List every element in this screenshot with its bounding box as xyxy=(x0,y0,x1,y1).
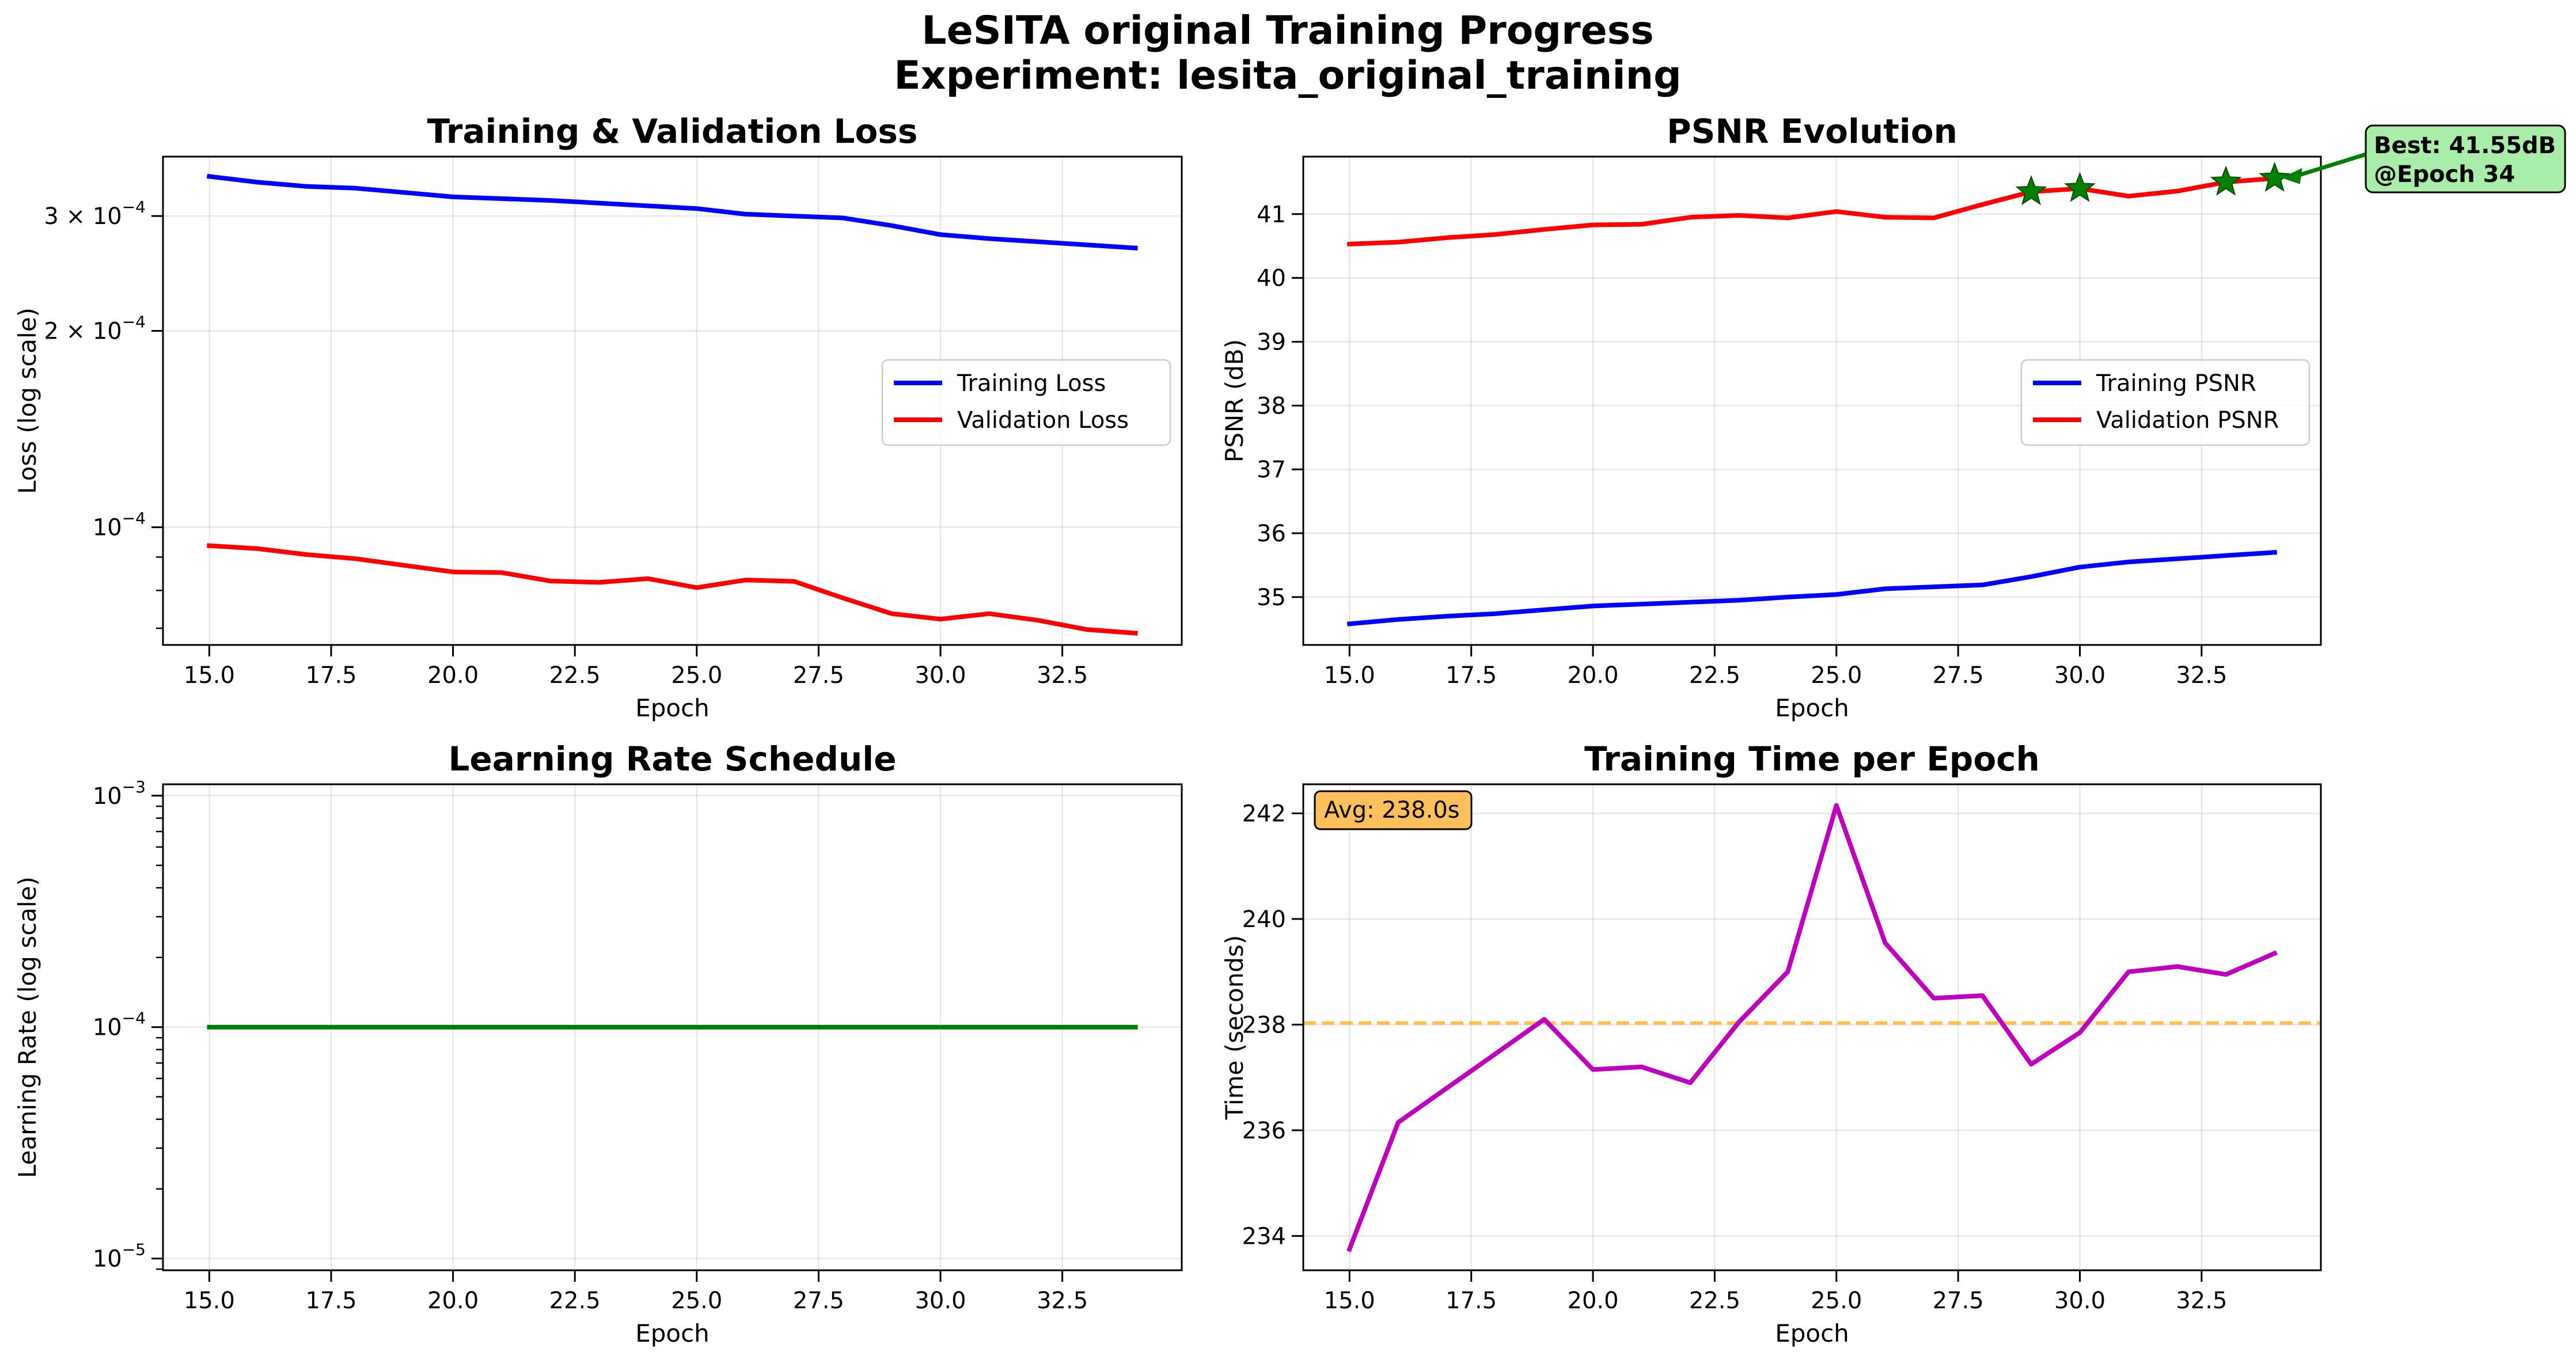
y-tick-label: 240 xyxy=(1242,906,1286,933)
x-axis-label: Epoch xyxy=(635,694,710,722)
annotation-arrow-shaft xyxy=(2293,152,2367,179)
legend-label: Validation PSNR xyxy=(2096,407,2279,434)
x-tick-label: 25.0 xyxy=(1811,662,1862,689)
y-tick-label: 236 xyxy=(1242,1118,1286,1144)
x-tick-label: 27.5 xyxy=(1933,662,1984,689)
y-tick-label: 10−5 xyxy=(93,1240,146,1273)
x-tick-label: 15.0 xyxy=(1324,1288,1375,1314)
best-marker xyxy=(2259,161,2291,192)
y-axis-label: Time (seconds) xyxy=(1220,935,1249,1121)
y-tick-label: 2 × 10−4 xyxy=(44,313,146,345)
x-tick-label: 32.5 xyxy=(1037,1288,1088,1314)
y-tick-label: 38 xyxy=(1257,393,1286,419)
y-axis-label: PSNR (dB) xyxy=(1220,339,1249,462)
x-tick-label: 20.0 xyxy=(427,1288,479,1314)
training-time-panel: 15.0 17.5 20.0 22.5 25.0 27.5 30.0 32.5 234 236 23… xyxy=(1220,739,2322,1347)
psnr-panel: 15.0 17.5 20.0 22.5 25.0 27.5 30.0 32.5 35 36 37 38… xyxy=(1220,112,2566,722)
annotation-box xyxy=(2365,124,2566,193)
x-tick-label: 27.5 xyxy=(793,662,844,689)
average-label-box xyxy=(1314,790,1473,830)
x-tick-label: 17.5 xyxy=(1446,662,1497,689)
x-tick-label: 30.0 xyxy=(915,662,966,689)
annotation-line2: @Epoch 34 xyxy=(2374,161,2515,188)
figure-title-line2: Experiment: lesita_original_training xyxy=(894,53,1682,98)
x-tick-label: 17.5 xyxy=(305,662,356,689)
x-tick-label: 30.0 xyxy=(2054,1288,2105,1314)
legend-label: Validation Loss xyxy=(957,407,1129,434)
x-tick-label: 32.5 xyxy=(2176,662,2227,689)
x-tick-label: 32.5 xyxy=(2176,1288,2227,1314)
average-label: Avg: 238.0s xyxy=(1324,797,1460,823)
x-tick-label: 20.0 xyxy=(427,662,479,689)
y-tick-label: 234 xyxy=(1242,1223,1286,1250)
series-line-0 xyxy=(206,173,1138,250)
x-tick-label: 15.0 xyxy=(1324,662,1375,689)
x-tick-label: 20.0 xyxy=(1568,662,1619,689)
best-marker xyxy=(2210,165,2242,196)
y-tick-label: 242 xyxy=(1242,800,1286,827)
legend: Training PSNR Validation PSNR xyxy=(2020,359,2311,446)
x-tick-label: 22.5 xyxy=(549,1288,601,1314)
annotation-line1: Best: 41.55dB xyxy=(2374,132,2556,159)
axes-frame xyxy=(1302,783,2322,1271)
y-tick-label: 3 × 10−4 xyxy=(44,198,146,230)
y-tick-label: 36 xyxy=(1257,521,1286,547)
panel-title: Training & Validation Loss xyxy=(427,112,918,151)
x-tick-label: 15.0 xyxy=(184,1288,235,1314)
annotation-arrow-head xyxy=(2281,168,2302,184)
legend-box xyxy=(2020,359,2311,446)
x-tick-label: 22.5 xyxy=(1689,1288,1740,1314)
x-tick-label: 25.0 xyxy=(1811,1288,1862,1314)
loss-panel: 15.0 17.5 20.0 22.5 25.0 27.5 30.0 32.5 10−4 2 × … xyxy=(13,112,1183,722)
y-tick-label: 39 xyxy=(1257,329,1286,355)
legend-label: Training Loss xyxy=(957,370,1106,397)
x-tick-label: 27.5 xyxy=(793,1288,844,1314)
panel-title: PSNR Evolution xyxy=(1667,112,1957,151)
y-axis-label: Loss (log scale) xyxy=(13,307,41,494)
x-tick-label: 30.0 xyxy=(915,1288,966,1314)
x-tick-label: 20.0 xyxy=(1568,1288,1619,1314)
best-marker xyxy=(2015,175,2047,206)
series-line-1 xyxy=(1347,176,2277,247)
axes-frame xyxy=(162,155,1183,646)
x-tick-label: 17.5 xyxy=(305,1288,356,1314)
x-tick-label: 22.5 xyxy=(1689,662,1740,689)
x-tick-label: 15.0 xyxy=(184,662,235,689)
x-tick-label: 32.5 xyxy=(1037,662,1088,689)
y-tick-label: 10−4 xyxy=(93,1009,146,1041)
y-tick-label: 40 xyxy=(1257,265,1286,292)
legend-label: Training PSNR xyxy=(2096,370,2256,397)
x-tick-label: 25.0 xyxy=(671,662,722,689)
y-tick-label: 10−4 xyxy=(93,509,146,541)
learning-rate-panel: 15.0 17.5 20.0 22.5 25.0 27.5 30.0 32.5 10−5 10−4… xyxy=(13,739,1183,1347)
axes-frame xyxy=(1302,155,2322,646)
x-axis-label: Epoch xyxy=(1775,1319,1849,1347)
panel-title: Training Time per Epoch xyxy=(1584,739,2040,779)
x-tick-label: 30.0 xyxy=(2054,662,2105,689)
x-tick-label: 27.5 xyxy=(1933,1288,1984,1314)
x-tick-label: 25.0 xyxy=(671,1288,722,1314)
y-tick-label: 37 xyxy=(1257,457,1286,483)
y-tick-label: 41 xyxy=(1257,202,1286,228)
series-line-0 xyxy=(1346,550,2277,627)
x-tick-label: 22.5 xyxy=(549,662,601,689)
panel-title: Learning Rate Schedule xyxy=(448,739,896,779)
x-axis-label: Epoch xyxy=(1775,694,1849,722)
x-axis-label: Epoch xyxy=(635,1319,710,1347)
y-tick-label: 35 xyxy=(1257,584,1286,611)
y-axis-label: Learning Rate (log scale) xyxy=(13,876,41,1178)
series-line-0 xyxy=(1346,803,2278,1252)
best-marker xyxy=(2064,172,2096,202)
y-tick-label: 238 xyxy=(1242,1012,1286,1038)
y-tick-label: 10−3 xyxy=(93,777,146,810)
figure-title-line1: LeSITA original Training Progress xyxy=(921,8,1653,54)
legend-box xyxy=(881,359,1171,446)
legend: Training Loss Validation Loss xyxy=(881,359,1171,446)
series-line-1 xyxy=(207,543,1138,636)
x-tick-label: 17.5 xyxy=(1446,1288,1497,1314)
